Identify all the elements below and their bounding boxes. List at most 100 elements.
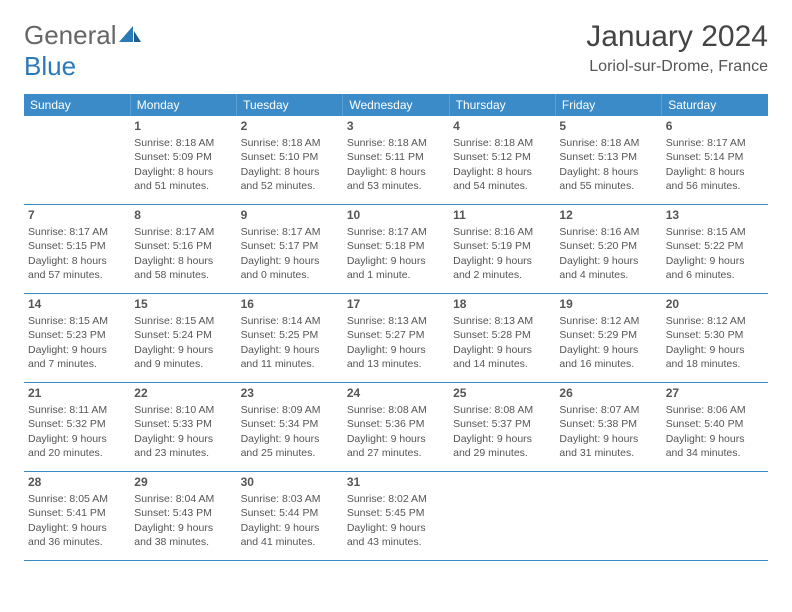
day-number: 10 xyxy=(347,207,445,223)
day-number: 11 xyxy=(453,207,551,223)
day-number: 9 xyxy=(241,207,339,223)
sunrise-text: Sunrise: 8:18 AM xyxy=(347,136,445,150)
sunrise-text: Sunrise: 8:03 AM xyxy=(241,492,339,506)
sunset-text: Sunset: 5:34 PM xyxy=(241,417,339,431)
calendar-cell: 4Sunrise: 8:18 AMSunset: 5:12 PMDaylight… xyxy=(449,116,555,205)
day-number: 1 xyxy=(134,118,232,134)
calendar-cell: 26Sunrise: 8:07 AMSunset: 5:38 PMDayligh… xyxy=(555,383,661,472)
day-number: 27 xyxy=(666,385,764,401)
daylight-text: Daylight: 8 hours and 55 minutes. xyxy=(559,165,657,193)
calendar-cell: 24Sunrise: 8:08 AMSunset: 5:36 PMDayligh… xyxy=(343,383,449,472)
calendar-cell: 1Sunrise: 8:18 AMSunset: 5:09 PMDaylight… xyxy=(130,116,236,205)
logo-text-part2: Blue xyxy=(24,51,76,81)
sunset-text: Sunset: 5:41 PM xyxy=(28,506,126,520)
day-number: 23 xyxy=(241,385,339,401)
day-number: 24 xyxy=(347,385,445,401)
calendar-cell: 23Sunrise: 8:09 AMSunset: 5:34 PMDayligh… xyxy=(237,383,343,472)
day-number: 20 xyxy=(666,296,764,312)
day-number: 3 xyxy=(347,118,445,134)
sunset-text: Sunset: 5:36 PM xyxy=(347,417,445,431)
sunset-text: Sunset: 5:43 PM xyxy=(134,506,232,520)
page-title: January 2024 xyxy=(586,20,768,54)
sunrise-text: Sunrise: 8:08 AM xyxy=(453,403,551,417)
calendar-cell: 29Sunrise: 8:04 AMSunset: 5:43 PMDayligh… xyxy=(130,472,236,561)
sunset-text: Sunset: 5:14 PM xyxy=(666,150,764,164)
daylight-text: Daylight: 9 hours and 4 minutes. xyxy=(559,254,657,282)
day-number: 25 xyxy=(453,385,551,401)
sunset-text: Sunset: 5:20 PM xyxy=(559,239,657,253)
day-number: 14 xyxy=(28,296,126,312)
sunset-text: Sunset: 5:28 PM xyxy=(453,328,551,342)
calendar-cell: 13Sunrise: 8:15 AMSunset: 5:22 PMDayligh… xyxy=(662,205,768,294)
daylight-text: Daylight: 9 hours and 36 minutes. xyxy=(28,521,126,549)
sunrise-text: Sunrise: 8:17 AM xyxy=(28,225,126,239)
day-number: 26 xyxy=(559,385,657,401)
sunrise-text: Sunrise: 8:12 AM xyxy=(666,314,764,328)
daylight-text: Daylight: 9 hours and 7 minutes. xyxy=(28,343,126,371)
day-number: 16 xyxy=(241,296,339,312)
sunrise-text: Sunrise: 8:15 AM xyxy=(28,314,126,328)
sunset-text: Sunset: 5:17 PM xyxy=(241,239,339,253)
day-number: 8 xyxy=(134,207,232,223)
day-header: Friday xyxy=(555,94,661,116)
daylight-text: Daylight: 9 hours and 2 minutes. xyxy=(453,254,551,282)
sunrise-text: Sunrise: 8:18 AM xyxy=(453,136,551,150)
calendar-cell xyxy=(662,472,768,561)
sunset-text: Sunset: 5:11 PM xyxy=(347,150,445,164)
daylight-text: Daylight: 9 hours and 41 minutes. xyxy=(241,521,339,549)
daylight-text: Daylight: 9 hours and 34 minutes. xyxy=(666,432,764,460)
daylight-text: Daylight: 9 hours and 43 minutes. xyxy=(347,521,445,549)
calendar-cell: 6Sunrise: 8:17 AMSunset: 5:14 PMDaylight… xyxy=(662,116,768,205)
calendar-cell: 19Sunrise: 8:12 AMSunset: 5:29 PMDayligh… xyxy=(555,294,661,383)
sunrise-text: Sunrise: 8:18 AM xyxy=(241,136,339,150)
day-number: 31 xyxy=(347,474,445,490)
calendar-week-row: 28Sunrise: 8:05 AMSunset: 5:41 PMDayligh… xyxy=(24,472,768,561)
calendar-cell xyxy=(24,116,130,205)
sunrise-text: Sunrise: 8:08 AM xyxy=(347,403,445,417)
daylight-text: Daylight: 9 hours and 38 minutes. xyxy=(134,521,232,549)
sunrise-text: Sunrise: 8:02 AM xyxy=(347,492,445,506)
sunset-text: Sunset: 5:19 PM xyxy=(453,239,551,253)
sunset-text: Sunset: 5:45 PM xyxy=(347,506,445,520)
header: GeneralBlue January 2024 Loriol-sur-Drom… xyxy=(24,20,768,82)
daylight-text: Daylight: 9 hours and 6 minutes. xyxy=(666,254,764,282)
sunrise-text: Sunrise: 8:06 AM xyxy=(666,403,764,417)
calendar-cell: 10Sunrise: 8:17 AMSunset: 5:18 PMDayligh… xyxy=(343,205,449,294)
sunset-text: Sunset: 5:23 PM xyxy=(28,328,126,342)
sunrise-text: Sunrise: 8:12 AM xyxy=(559,314,657,328)
sunrise-text: Sunrise: 8:11 AM xyxy=(28,403,126,417)
calendar-cell: 14 Sunrise: 8:15 AMSunset: 5:23 PMDayligh… xyxy=(24,294,130,383)
sunset-text: Sunset: 5:12 PM xyxy=(453,150,551,164)
day-header: Sunday xyxy=(24,94,130,116)
sunrise-text: Sunrise: 8:16 AM xyxy=(559,225,657,239)
sunset-text: Sunset: 5:13 PM xyxy=(559,150,657,164)
day-number: 5 xyxy=(559,118,657,134)
calendar-cell: 9Sunrise: 8:17 AMSunset: 5:17 PMDaylight… xyxy=(237,205,343,294)
sunrise-text: Sunrise: 8:05 AM xyxy=(28,492,126,506)
sunrise-text: Sunrise: 8:13 AM xyxy=(453,314,551,328)
sunset-text: Sunset: 5:32 PM xyxy=(28,417,126,431)
daylight-text: Daylight: 9 hours and 14 minutes. xyxy=(453,343,551,371)
calendar-cell: 2Sunrise: 8:18 AMSunset: 5:10 PMDaylight… xyxy=(237,116,343,205)
calendar-cell: 18Sunrise: 8:13 AMSunset: 5:28 PMDayligh… xyxy=(449,294,555,383)
day-number: 4 xyxy=(453,118,551,134)
calendar-cell: 11Sunrise: 8:16 AMSunset: 5:19 PMDayligh… xyxy=(449,205,555,294)
day-number: 13 xyxy=(666,207,764,223)
calendar-cell: 28Sunrise: 8:05 AMSunset: 5:41 PMDayligh… xyxy=(24,472,130,561)
calendar-cell: 15Sunrise: 8:15 AMSunset: 5:24 PMDayligh… xyxy=(130,294,236,383)
calendar-cell: 16Sunrise: 8:14 AMSunset: 5:25 PMDayligh… xyxy=(237,294,343,383)
sunrise-text: Sunrise: 8:13 AM xyxy=(347,314,445,328)
calendar-week-row: 7Sunrise: 8:17 AMSunset: 5:15 PMDaylight… xyxy=(24,205,768,294)
day-number: 12 xyxy=(559,207,657,223)
calendar-cell: 5Sunrise: 8:18 AMSunset: 5:13 PMDaylight… xyxy=(555,116,661,205)
sunset-text: Sunset: 5:16 PM xyxy=(134,239,232,253)
day-header: Saturday xyxy=(662,94,768,116)
daylight-text: Daylight: 9 hours and 16 minutes. xyxy=(559,343,657,371)
sunrise-text: Sunrise: 8:14 AM xyxy=(241,314,339,328)
sunset-text: Sunset: 5:30 PM xyxy=(666,328,764,342)
calendar-week-row: 21Sunrise: 8:11 AMSunset: 5:32 PMDayligh… xyxy=(24,383,768,472)
sunrise-text: Sunrise: 8:17 AM xyxy=(666,136,764,150)
day-header: Tuesday xyxy=(237,94,343,116)
sunrise-text: Sunrise: 8:17 AM xyxy=(347,225,445,239)
day-number: 2 xyxy=(241,118,339,134)
